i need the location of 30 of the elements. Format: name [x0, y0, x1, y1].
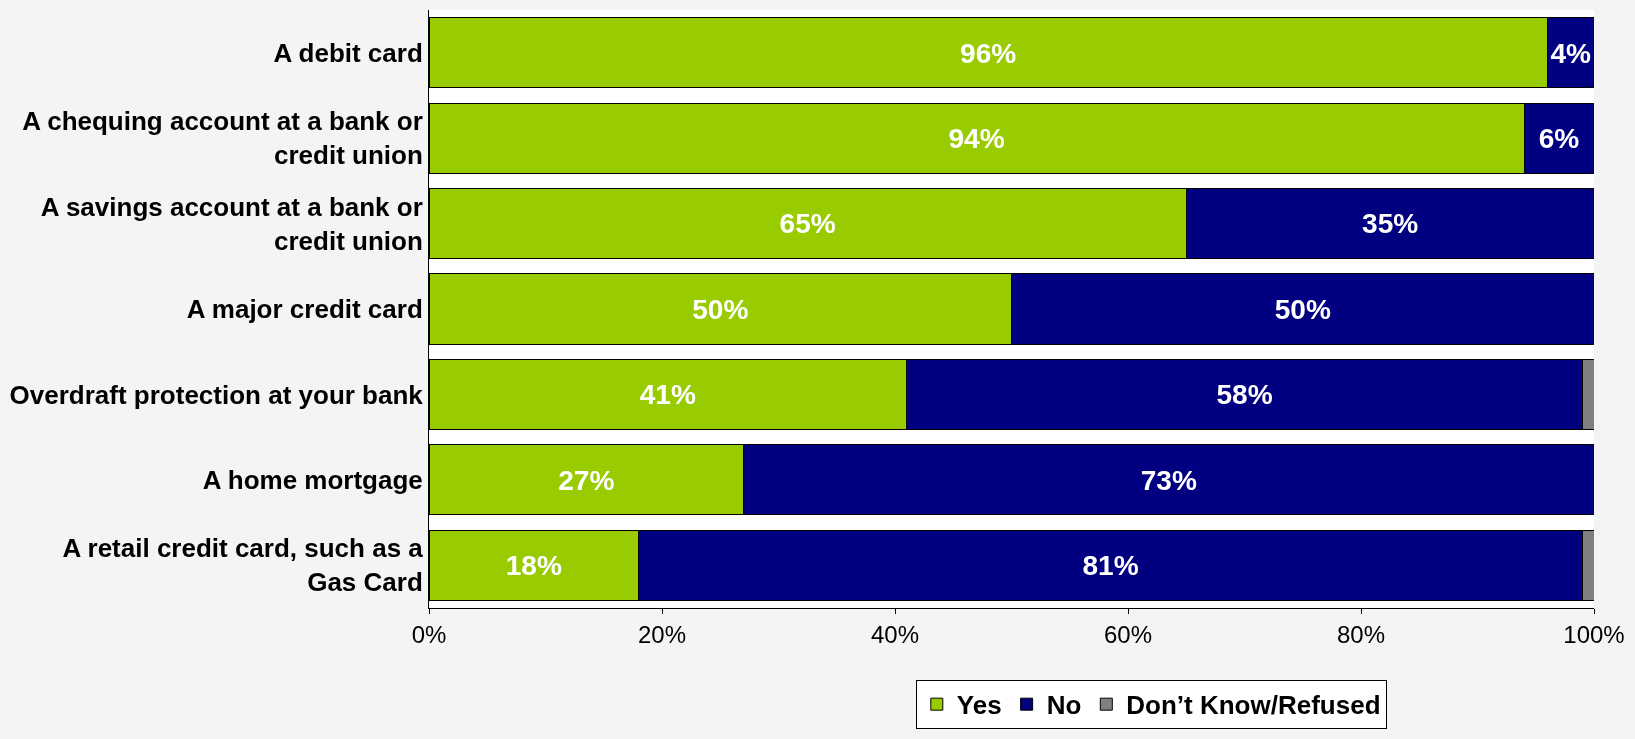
data-label: 27% — [558, 464, 615, 496]
x-tick-label: 20% — [637, 620, 687, 648]
data-label: 6% — [1538, 122, 1580, 154]
y-tick-label: A savings account at a bank or credit union — [40, 191, 423, 256]
data-label: 96% — [960, 37, 1017, 69]
x-tick-label: 0% — [411, 620, 447, 648]
legend-label: Yes — [956, 690, 1002, 721]
x-tick-label: 60% — [1103, 620, 1153, 648]
data-label: 35% — [1362, 208, 1419, 240]
data-label: 18% — [505, 550, 562, 582]
y-tick-label: Overdraft protection at your bank — [9, 379, 424, 410]
x-tick-label: 100% — [1563, 620, 1625, 648]
data-label: 41% — [639, 379, 696, 411]
legend-label: No — [1046, 690, 1082, 721]
data-label: 73% — [1140, 464, 1197, 496]
y-tick-label: A debit card — [273, 37, 423, 68]
data-label: 65% — [779, 208, 836, 240]
data-label: 58% — [1216, 379, 1273, 411]
y-tick-label: A chequing account at a bank or credit union — [22, 106, 423, 171]
x-tick-label: 80% — [1336, 620, 1386, 648]
x-tick-label: 40% — [870, 620, 920, 648]
y-tick-label: A home mortgage — [202, 464, 423, 495]
data-label: 50% — [692, 293, 749, 325]
data-label: 81% — [1082, 550, 1139, 582]
y-tick-label: A major credit card — [186, 294, 423, 325]
data-label: 50% — [1274, 293, 1331, 325]
y-tick-label: A retail credit card, such as a Gas Card — [62, 533, 424, 598]
data-label: 4% — [1550, 37, 1592, 69]
data-label: 94% — [948, 122, 1005, 154]
legend-label: Don’t Know/Refused — [1126, 690, 1381, 721]
